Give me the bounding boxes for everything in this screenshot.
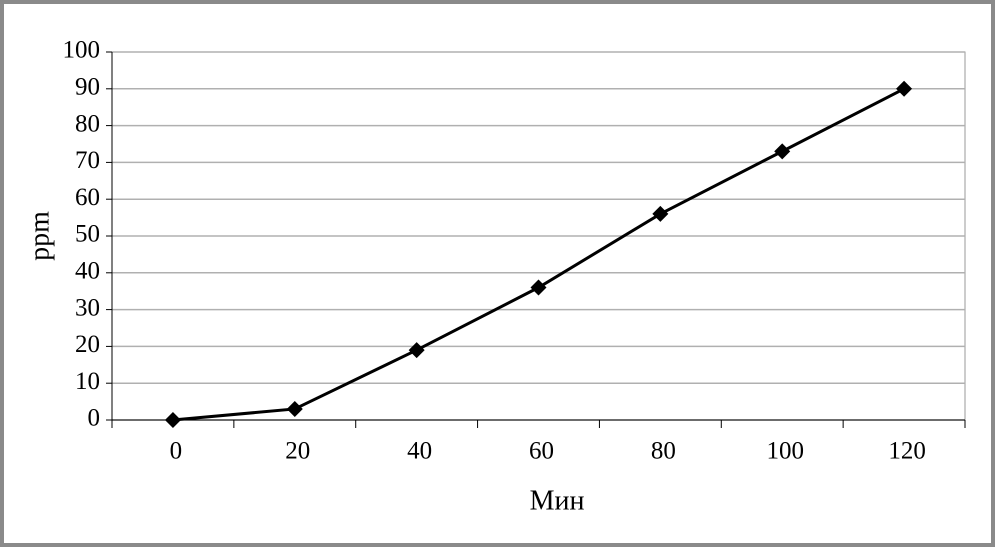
marker — [774, 143, 791, 160]
x-tick-label: 40 — [407, 438, 432, 465]
y-tick-label: 40 — [75, 258, 100, 285]
y-tick-label: 10 — [75, 368, 100, 395]
y-tick-label: 50 — [75, 221, 100, 248]
marker — [652, 205, 669, 222]
marker — [164, 412, 181, 428]
y-tick-label: 90 — [75, 74, 100, 101]
y-tick-label: 60 — [75, 184, 100, 211]
y-tick-label: 0 — [88, 405, 101, 432]
y-tick-label: 30 — [75, 294, 100, 321]
x-tick-label: 80 — [651, 438, 676, 465]
x-tick-label: 100 — [766, 438, 804, 465]
marker — [408, 342, 425, 359]
y-tick-label: 100 — [63, 37, 101, 64]
x-tick-label: 20 — [285, 438, 310, 465]
y-tick-label: 20 — [75, 331, 100, 358]
marker — [896, 80, 913, 97]
marker — [530, 279, 547, 296]
x-tick-label: 120 — [888, 438, 926, 465]
x-tick-label: 60 — [529, 438, 554, 465]
y-axis-label: ppm — [24, 211, 55, 261]
y-tick-label: 80 — [75, 110, 100, 137]
x-axis-label: Мин — [530, 485, 585, 516]
y-tick-label: 70 — [75, 147, 100, 174]
marker — [286, 400, 303, 417]
x-tick-label: 0 — [170, 438, 183, 465]
